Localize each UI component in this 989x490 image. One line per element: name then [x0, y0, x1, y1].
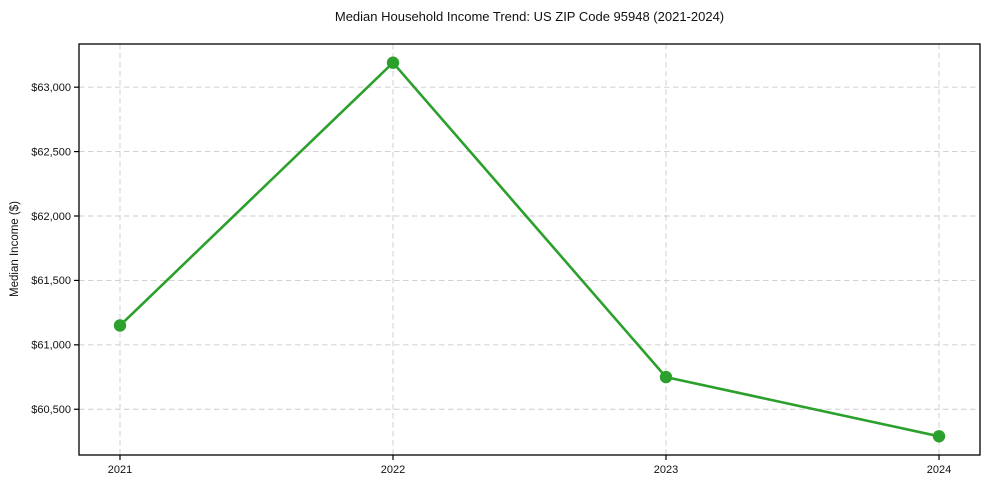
x-tick-label: 2023 [654, 464, 678, 476]
chart-title: Median Household Income Trend: US ZIP Co… [334, 9, 725, 24]
y-tick-label: $61,500 [31, 275, 71, 287]
y-tick-label: $63,000 [31, 82, 71, 94]
data-point-2023 [659, 370, 673, 384]
x-tick-label: 2024 [927, 464, 951, 476]
data-point-2022 [386, 56, 400, 69]
data-point-2021 [113, 319, 127, 332]
trend-line [118, 61, 941, 438]
y-tick-label: $62,000 [31, 211, 71, 223]
x-tick-label: 2021 [108, 464, 132, 476]
y-tick-label: $60,500 [31, 404, 71, 416]
y-tick-label: $62,500 [31, 146, 71, 158]
x-tick-label: 2022 [381, 464, 405, 476]
y-tick-label: $61,000 [31, 340, 71, 352]
data-point-2024 [932, 430, 946, 443]
plot-border [78, 43, 981, 456]
